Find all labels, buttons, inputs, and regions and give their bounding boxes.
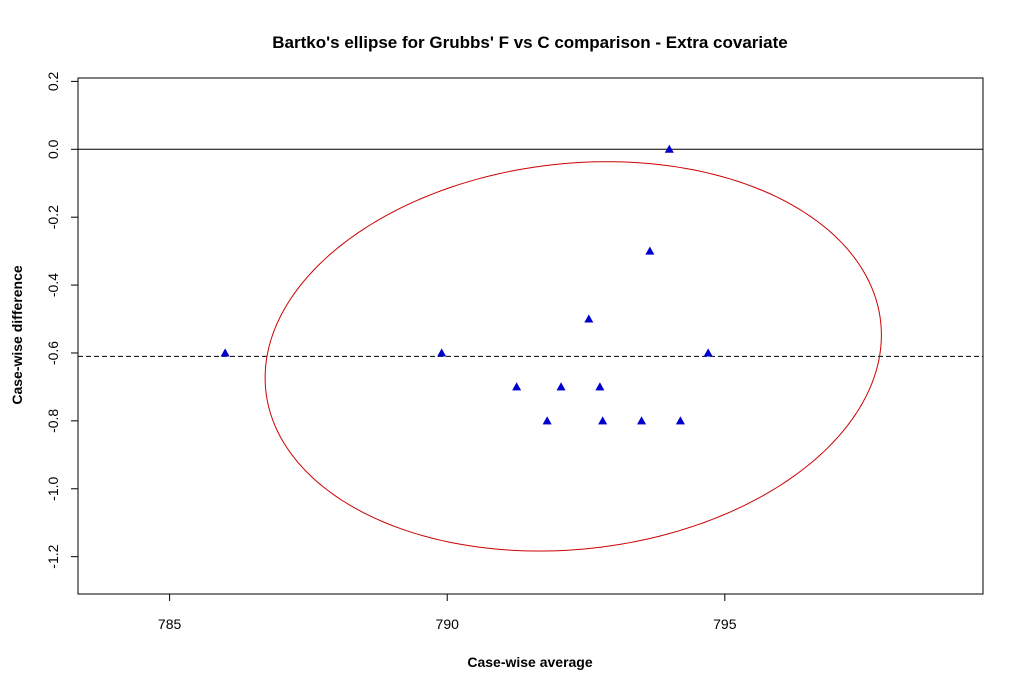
y-tick-label: -1.0 (45, 476, 61, 500)
y-tick-label: -0.6 (45, 341, 61, 365)
y-tick-label: 0.2 (45, 71, 61, 91)
y-tick-label: -0.2 (45, 205, 61, 229)
plot-frame (77, 77, 984, 595)
x-axis: 785 790 795 (158, 594, 737, 632)
data-point (675, 416, 685, 425)
y-tick-label: -0.4 (45, 273, 61, 297)
data-point (542, 416, 552, 425)
data-points (220, 144, 713, 425)
x-tick-label: 795 (713, 616, 737, 632)
data-point (512, 382, 522, 391)
reference-lines (78, 148, 983, 357)
chart-title: Bartko's ellipse for Grubbs' F vs C comp… (272, 33, 787, 52)
x-tick-label: 790 (436, 616, 460, 632)
data-point (637, 416, 647, 425)
data-point (595, 382, 605, 391)
data-point (437, 348, 447, 357)
y-axis-label: Case-wise difference (9, 265, 25, 404)
y-tick-label: -0.8 (45, 409, 61, 433)
y-tick-label: -1.2 (45, 544, 61, 568)
data-point (645, 246, 655, 255)
data-point (220, 348, 230, 357)
data-point (598, 416, 608, 425)
x-tick-label: 785 (158, 616, 182, 632)
x-axis-label: Case-wise average (467, 654, 593, 670)
y-axis: 0.2 0.0 -0.2 -0.4 -0.6 -0.8 -1.0 -1.2 (45, 71, 78, 569)
data-point (664, 144, 674, 153)
data-point (584, 314, 594, 323)
data-point (703, 348, 713, 357)
bartko-ellipse (264, 161, 882, 552)
data-point (556, 382, 566, 391)
y-tick-label: 0.0 (45, 139, 61, 159)
